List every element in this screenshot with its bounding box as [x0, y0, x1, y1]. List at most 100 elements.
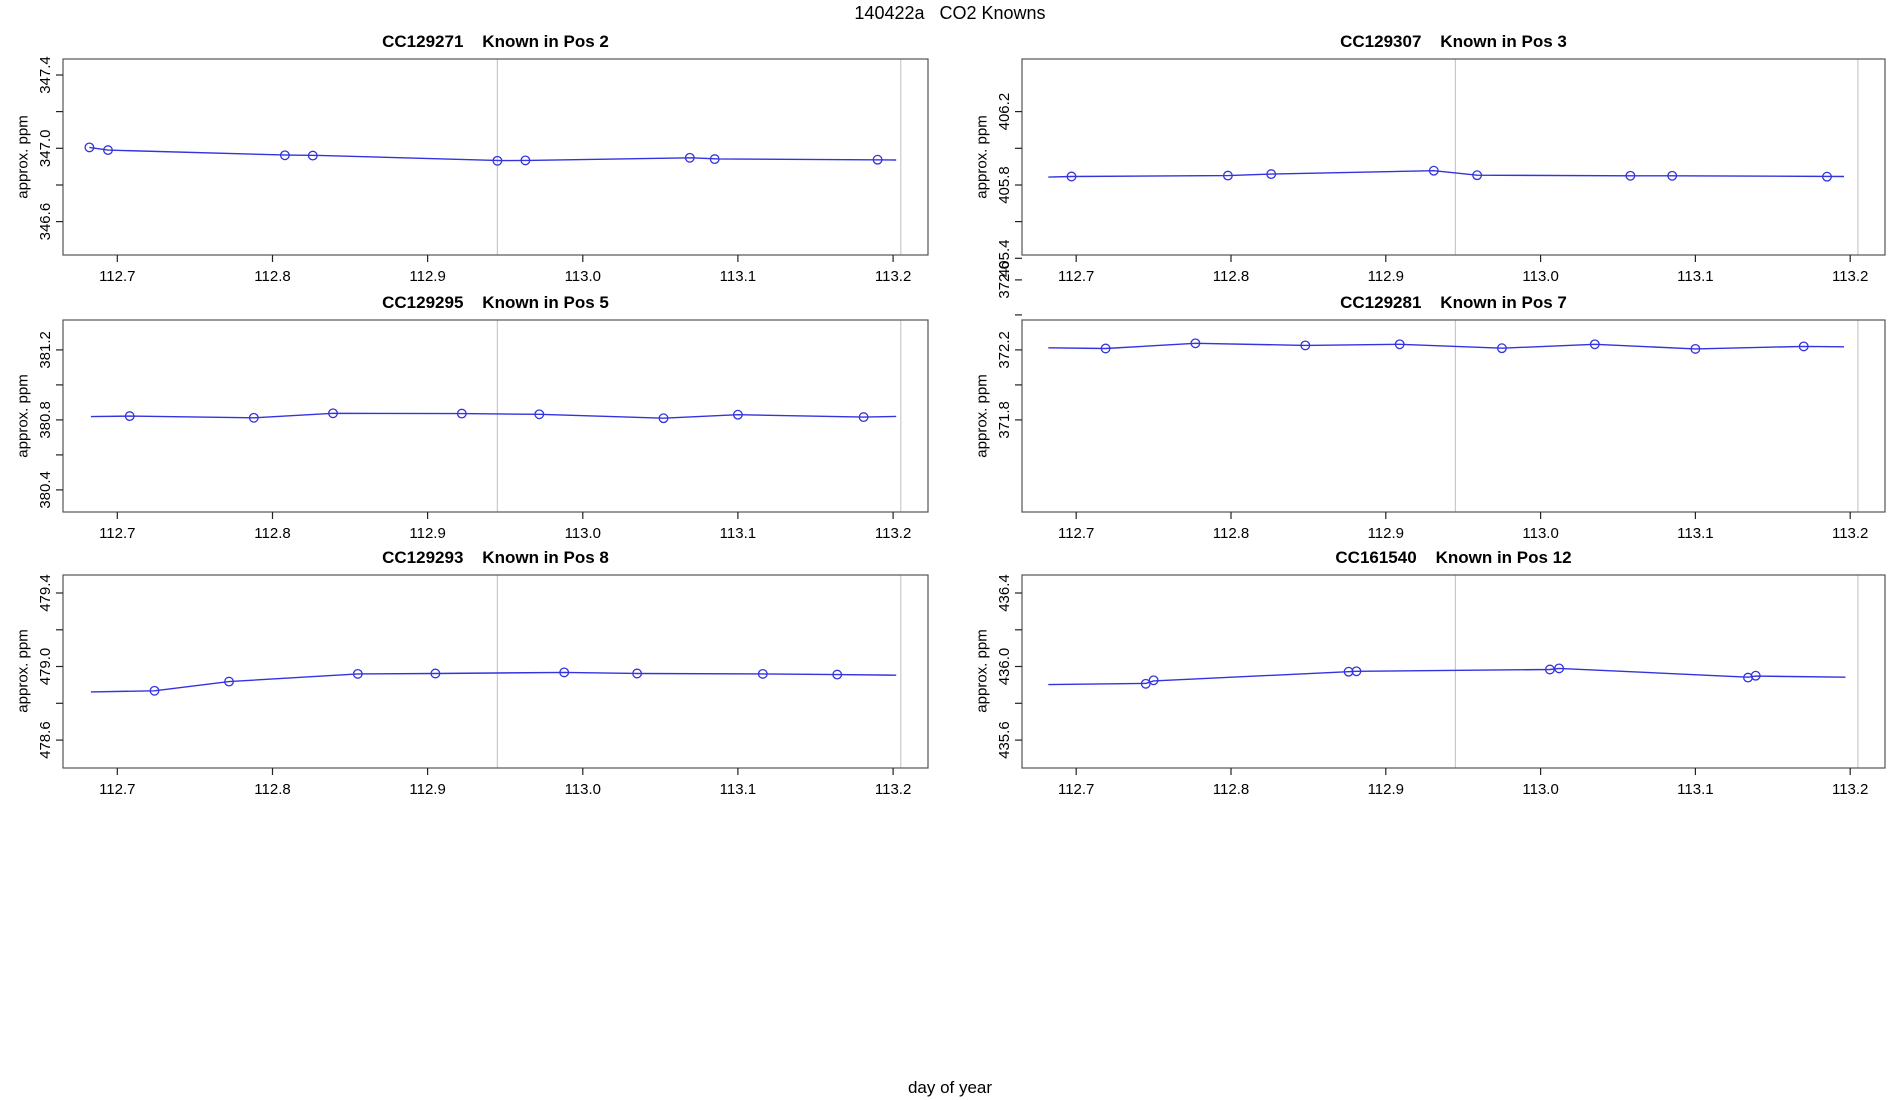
data-point [757, 668, 768, 679]
data-point [492, 155, 503, 166]
data-point [456, 408, 467, 419]
data-point [328, 408, 338, 419]
x-tick-label: 112.7 [99, 781, 135, 798]
x-tick-label: 112.9 [1368, 525, 1404, 542]
data-point [1428, 165, 1439, 176]
y-tick-label: 405.8 [996, 166, 1013, 204]
x-axis-label: day of year [907, 1078, 993, 1097]
panel-title: CC129293 Known in Pos 8 [382, 548, 609, 567]
data-point [103, 145, 113, 156]
y-tick-label: 478.6 [37, 721, 54, 759]
data-point [1472, 170, 1483, 181]
data-point [84, 142, 95, 153]
data-point [248, 412, 259, 423]
data-point [534, 409, 545, 420]
data-line [90, 412, 897, 419]
y-tick-label: 380.8 [37, 401, 54, 439]
y-tick-label: 406.2 [996, 93, 1013, 131]
data-point [1750, 670, 1761, 681]
data-point [1798, 341, 1809, 352]
data-point [732, 409, 743, 420]
data-point [1554, 663, 1565, 674]
x-tick-label: 112.7 [1058, 525, 1094, 542]
data-point [430, 668, 441, 679]
data-point [307, 150, 318, 161]
plot-frame [62, 58, 929, 256]
y-axis-label: approx. ppm [14, 374, 32, 458]
plot-frame [1021, 58, 1886, 256]
panel-CC161540: 112.7 112.8 112.9 113.0 113.1 113.2 435.6 436.0… [996, 574, 1886, 798]
x-tick-label: 113.2 [875, 781, 911, 798]
y-tick-label: 372.6 [996, 261, 1013, 299]
x-tick-label: 113.0 [1522, 268, 1558, 285]
x-tick-label: 112.7 [1058, 268, 1094, 285]
panel-title: CC129281 Known in Pos 7 [1340, 293, 1567, 312]
data-point [1667, 170, 1678, 181]
data-point [224, 676, 234, 687]
y-tick-label: 405.4 [996, 240, 1013, 278]
data-point [520, 155, 531, 166]
y-tick-label: 347.0 [37, 130, 54, 168]
x-tick-label: 113.0 [565, 781, 601, 798]
x-tick-label: 112.8 [254, 781, 290, 798]
x-tick-label: 113.1 [1677, 268, 1713, 285]
data-point [1066, 171, 1077, 182]
y-axis-label: approx. ppm [973, 374, 991, 458]
y-axis-label: approx. ppm [973, 629, 991, 713]
data-point [1148, 675, 1159, 686]
panel-title: CC129307 Known in Pos 3 [1340, 32, 1567, 51]
panel-CC129293: 112.7 112.8 112.9 113.0 113.1 113.2 478.6 479.0… [37, 574, 929, 798]
x-tick-label: 112.9 [1368, 268, 1404, 285]
x-tick-label: 112.9 [1368, 781, 1404, 798]
x-tick-label: 113.2 [1832, 781, 1868, 798]
data-point [1496, 343, 1507, 354]
data-point [1266, 169, 1277, 180]
x-tick-label: 113.2 [875, 268, 911, 285]
data-point [1690, 343, 1701, 354]
x-tick-label: 113.1 [720, 781, 756, 798]
data-point [559, 667, 570, 678]
y-tick-label: 371.8 [996, 401, 1013, 439]
data-line [90, 671, 897, 693]
plot-frame [1021, 319, 1886, 513]
y-tick-label: 436.0 [996, 648, 1013, 686]
x-tick-label: 113.2 [1832, 268, 1868, 285]
y-tick-label: 435.6 [996, 721, 1013, 759]
data-point [1625, 170, 1636, 181]
x-tick-label: 113.1 [1677, 525, 1713, 542]
y-tick-label: 436.4 [996, 574, 1013, 612]
y-axis-label: approx. ppm [14, 115, 32, 199]
data-point [1100, 343, 1111, 354]
data-point [1300, 340, 1311, 351]
x-tick-label: 112.9 [409, 268, 445, 285]
data-point [1222, 170, 1233, 181]
data-point [1589, 339, 1600, 350]
data-point [1394, 339, 1405, 350]
x-tick-label: 113.1 [720, 525, 756, 542]
data-point [858, 412, 869, 423]
data-line [1048, 170, 1845, 178]
panel-title: CC161540 Known in Pos 12 [1335, 548, 1572, 567]
data-point [832, 669, 843, 680]
plot-frame [62, 319, 929, 513]
data-point [658, 413, 669, 424]
y-tick-label: 479.4 [37, 574, 54, 612]
data-point [149, 685, 160, 696]
x-tick-label: 113.0 [1522, 781, 1558, 798]
x-tick-label: 112.8 [254, 268, 290, 285]
data-point [352, 668, 363, 679]
x-tick-label: 113.2 [1832, 525, 1868, 542]
x-tick-label: 112.9 [409, 525, 445, 542]
y-axis-label: approx. ppm [973, 115, 991, 199]
x-tick-label: 113.0 [565, 525, 601, 542]
y-tick-label: 346.6 [37, 203, 54, 241]
panel-CC129271: 112.7 112.8 112.9 113.0 113.1 113.2 346.6 347.0… [37, 56, 929, 285]
x-tick-label: 112.8 [1213, 268, 1249, 285]
panel-title: CC129271 Known in Pos 2 [382, 32, 609, 51]
data-point [1544, 664, 1555, 675]
data-line [1048, 667, 1846, 686]
x-tick-label: 112.9 [409, 781, 445, 798]
x-tick-label: 113.0 [565, 268, 601, 285]
data-point [124, 411, 135, 422]
